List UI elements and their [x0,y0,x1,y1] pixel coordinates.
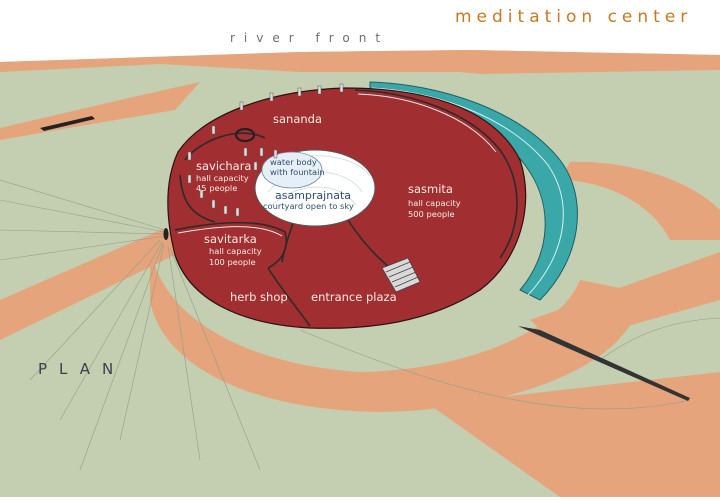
savitarka-capacity-value: 100 people [209,257,256,267]
savichara-label: savichara [196,159,251,173]
page-title: meditation center [455,7,692,27]
sasmita-capacity-value: 500 people [408,209,455,219]
savichara-capacity-label: hall capacity [196,173,249,183]
arrow-markers [40,116,690,401]
left-path-arm [0,82,200,140]
river-front-label: river front [230,31,389,45]
right-arrow-marker [518,326,690,401]
courtyard-label: courtyard open to sky [263,201,354,211]
fountain-label: with fountain [270,167,325,177]
savichara-capacity-value: 45 people [196,183,237,193]
stairs [381,257,421,293]
sasmita-label: sasmita [408,182,453,196]
water-body-fountain [261,151,323,189]
outer-ring-path [150,245,640,412]
sasmita-capacity-label: hall capacity [408,198,461,208]
skylight-ring [234,127,256,143]
columns [187,83,344,217]
small-marker [163,228,169,240]
savitarka-capacity-label: hall capacity [209,246,262,256]
left-arrow-marker [40,116,95,131]
water-body-label: water body [270,157,317,167]
savitarka-label: savitarka [204,232,257,246]
wall-highlights [177,93,497,237]
walkways [0,50,720,497]
entrance-plaza-label: entrance plaza [311,290,397,304]
sananda-label: sananda [273,112,322,126]
right-path-arm [530,252,720,345]
lower-right-curve-path [560,161,720,240]
herb-shop-label: herb shop [230,290,288,304]
bottom-right-path [430,372,720,497]
left-diagonal-path [0,228,185,340]
top-right-path-arm [420,52,720,74]
plan-label: PLAN [38,360,125,378]
asamprajnata-label: asamprajnata [275,189,351,202]
